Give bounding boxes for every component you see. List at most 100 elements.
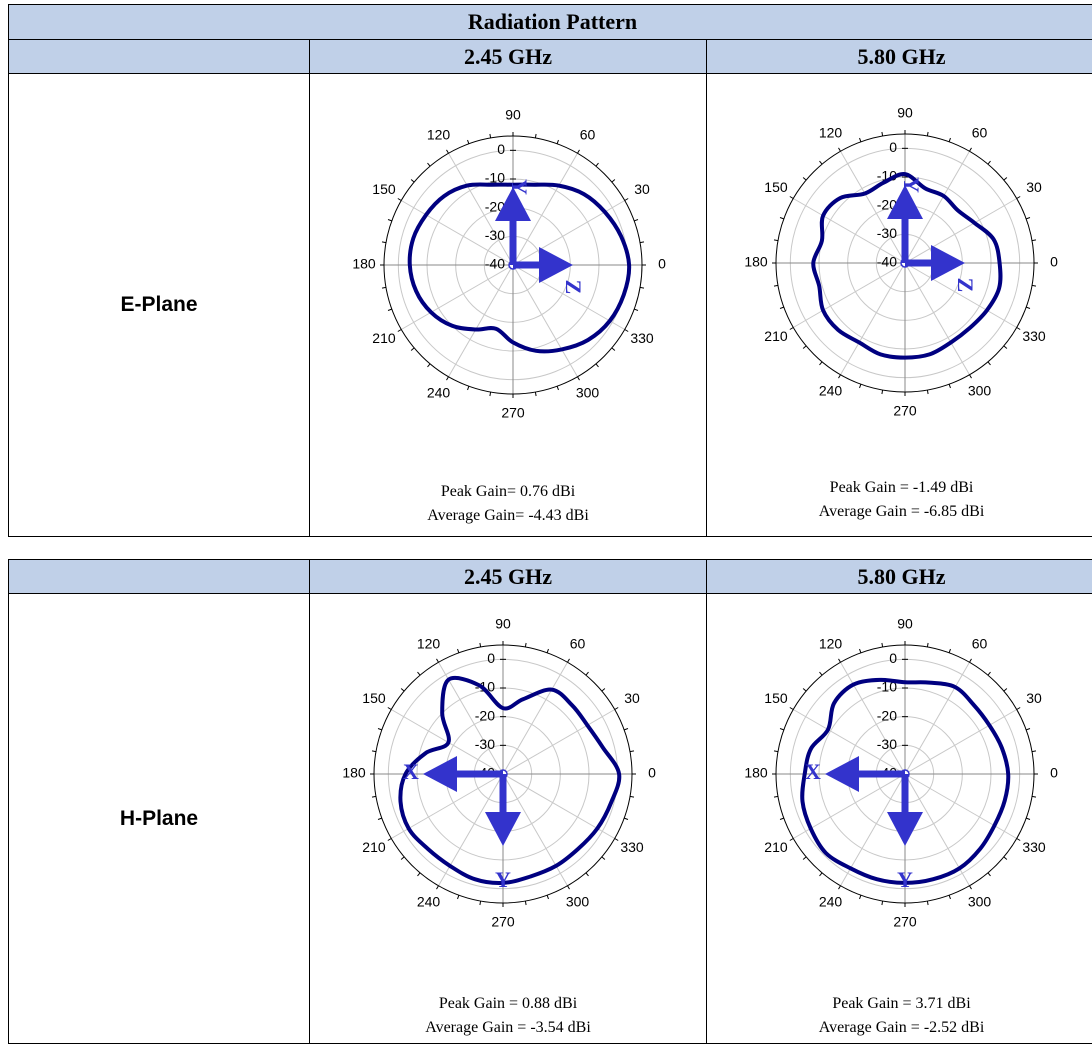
axis-arrow-up-head <box>495 187 531 221</box>
axis-label-z: Z <box>561 280 586 295</box>
average-gain: Average Gain= -4.43 dBi <box>427 507 589 524</box>
axis-label-y: Y <box>507 179 532 195</box>
outer-tick <box>595 162 599 167</box>
outer-tick <box>881 389 884 395</box>
pattern-series <box>407 182 632 354</box>
outer-tick <box>634 308 639 311</box>
empty-header-cell <box>8 559 310 594</box>
outer-tick <box>577 376 580 381</box>
outer-tick <box>987 361 991 366</box>
outer-tick <box>629 795 635 798</box>
chart-cell-h-5-80: 0 30 60 90 120 150 180 210 240 270 300 330 0 -10 -20 -3… <box>706 593 1092 1044</box>
outer-tick <box>1003 856 1008 860</box>
outer-tick <box>926 642 929 648</box>
outer-tick <box>859 137 862 142</box>
outer-tick <box>639 241 645 244</box>
angle-tick-label: 300 <box>566 894 590 910</box>
outer-tick <box>467 139 470 144</box>
outer-tick <box>773 795 779 798</box>
outer-tick <box>614 838 619 841</box>
axis-arrow-left-head <box>825 756 859 792</box>
chart-cell-e-5-80: 0 30 60 90 120 150 180 210 240 270 300 330 0 -10 -20 -3… <box>705 73 1092 537</box>
radial-tick-label: 0 <box>889 650 897 666</box>
angle-tick-label: 60 <box>972 125 988 141</box>
outer-tick <box>1026 217 1031 220</box>
outer-tick <box>819 361 823 366</box>
axis-label-y: Y <box>897 867 913 892</box>
polar-chart-h-2-45: 0 30 60 90 120 150 180 210 240 270 300 330 0 -10 -20 -3… <box>342 616 656 930</box>
angle-tick-label: 240 <box>417 894 441 910</box>
gain-block: Peak Gain= 0.76 dBi Average Gain= -4.43 … <box>310 480 706 528</box>
outer-tick <box>387 707 392 710</box>
axis-arrow-left <box>423 756 503 792</box>
radial-tick-label: -30 <box>877 736 897 752</box>
outer-tick <box>467 386 470 391</box>
outer-tick <box>371 750 377 753</box>
column-header-5-80: 5.80 GHz <box>706 559 1092 594</box>
axis-label-x: X <box>805 759 821 784</box>
average-gain: Average Gain = -6.85 dBi <box>818 503 985 520</box>
grid-spoke <box>904 709 1017 775</box>
grid-spoke <box>904 262 970 375</box>
angle-tick-label: 300 <box>968 894 992 910</box>
outer-tick <box>838 885 841 890</box>
outer-tick <box>436 658 439 663</box>
angle-tick-label: 270 <box>501 405 525 421</box>
grid-spoke <box>904 151 970 264</box>
axis-arrow-up <box>887 185 923 263</box>
pattern-series <box>811 172 1003 360</box>
axis-label-y: Y <box>495 867 511 892</box>
outer-tick <box>881 131 884 137</box>
outer-tick <box>948 648 951 653</box>
outer-tick <box>377 728 382 731</box>
outer-tick <box>838 374 841 379</box>
outer-tick <box>1026 817 1031 820</box>
axis-arrow-left <box>825 756 905 792</box>
outer-tick <box>779 817 784 820</box>
angle-tick-label: 210 <box>362 839 386 855</box>
outer-tick <box>948 384 951 389</box>
grid-spoke <box>512 264 578 377</box>
angle-tick-label: 90 <box>897 105 913 121</box>
outer-tick <box>969 658 972 663</box>
radial-tick-label: 0 <box>487 650 495 666</box>
angle-tick-label: 330 <box>1022 839 1046 855</box>
outer-tick <box>773 284 779 287</box>
axis-arrow-left-head <box>423 756 457 792</box>
grid-spoke <box>512 264 625 330</box>
outer-tick <box>1016 707 1021 710</box>
outer-tick <box>789 196 794 199</box>
outer-tick <box>546 895 549 900</box>
outer-tick <box>948 137 951 142</box>
outer-tick <box>556 386 559 391</box>
axis-arrow-right <box>513 247 573 283</box>
average-gain: Average Gain = -3.54 dBi <box>425 1019 591 1036</box>
outer-tick <box>377 817 382 820</box>
outer-tick <box>387 219 392 222</box>
radial-tick-label: 0 <box>889 139 897 155</box>
outer-tick <box>1031 239 1037 242</box>
outer-tick <box>457 895 460 900</box>
radial-tick-label: -20 <box>475 707 495 723</box>
angle-tick-label: 150 <box>764 179 788 195</box>
outer-tick <box>819 872 823 877</box>
table-title: Radiation Pattern <box>7 4 1092 40</box>
axis-arrow-right <box>905 245 965 281</box>
outer-tick <box>789 838 794 841</box>
gain-block: Peak Gain = 0.88 dBi Average Gain = -3.5… <box>310 992 706 1040</box>
outer-tick <box>859 384 862 389</box>
axis-arrow-down-head <box>485 812 521 846</box>
grid-spoke <box>448 264 514 377</box>
outer-tick <box>387 838 392 841</box>
radial-tick-label: 0 <box>497 141 505 157</box>
outer-tick <box>400 688 405 692</box>
empty-header-cell <box>8 39 310 74</box>
angle-tick-label: 0 <box>658 256 666 272</box>
axis-arrow-up <box>495 187 531 265</box>
e-plane-table: Radiation Pattern 2.45 GHz 5.80 GHz E-Pl… <box>7 4 1092 537</box>
grid-spoke <box>793 198 906 264</box>
pattern-series <box>398 675 622 886</box>
angle-tick-label: 0 <box>1050 765 1058 781</box>
gain-block: Peak Gain = -1.49 dBi Average Gain = -6.… <box>707 476 1092 524</box>
outer-tick <box>838 658 841 663</box>
